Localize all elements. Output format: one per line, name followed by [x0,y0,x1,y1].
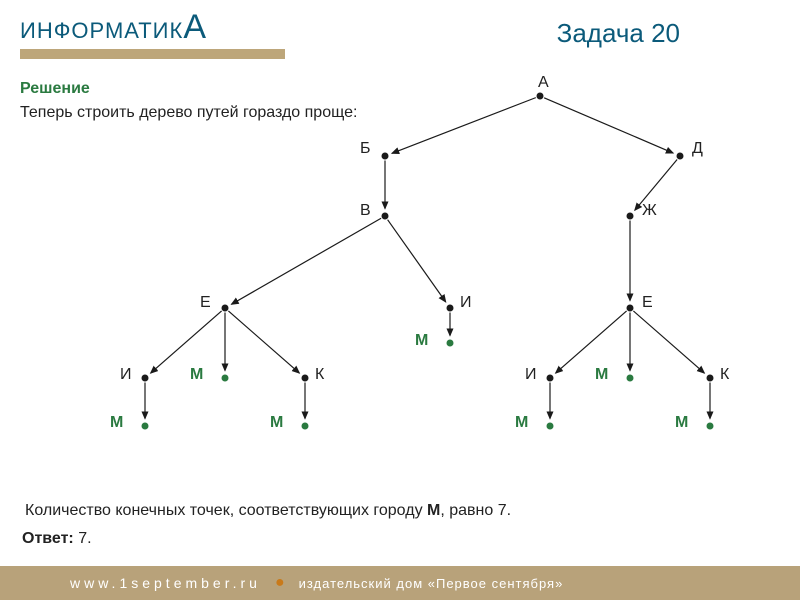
tree-svg [0,78,780,508]
tree-node-label: Б [360,140,371,158]
tree-node [627,213,634,220]
logo-text: ИНФОРМАТИКА [20,8,285,47]
conclusion-city: М [427,502,440,519]
tree-node-label: Ж [642,202,657,220]
header: ИНФОРМАТИКА Задача 20 [0,0,800,70]
footer-url: www.1september.ru [70,575,261,591]
tree-edge [633,311,704,373]
answer: Ответ: 7. [22,530,92,548]
tree-node-label: М [515,414,528,432]
tree-leaf-node [142,423,149,430]
tree-node-label: М [190,366,203,384]
tree-node-label: М [270,414,283,432]
tree-node [382,153,389,160]
logo-prefix: ИНФОРМАТИК [20,18,183,43]
tree-node [627,305,634,312]
logo: ИНФОРМАТИКА [20,8,285,59]
tree-node [222,305,229,312]
page-title: Задача 20 [557,18,680,49]
tree-leaf-node [547,423,554,430]
tree-node-label: Е [200,294,211,312]
tree-node [537,93,544,100]
tree-node-label: И [460,294,472,312]
answer-value: 7. [78,530,91,547]
tree-node-label: Е [642,294,653,312]
tree-edge [388,220,446,302]
tree-edge [556,311,627,373]
tree-node-label: Д [692,140,703,158]
footer-publisher: издательский дом «Первое сентября» [299,576,564,591]
footer-separator-icon: ● [275,574,285,592]
tree-node-label: К [315,366,324,384]
tree-leaf-node [447,340,454,347]
tree-node [707,375,714,382]
logo-suffix: А [183,8,207,46]
tree-node-label: М [675,414,688,432]
tree-node-label: М [415,332,428,350]
tree-leaf-node [627,375,634,382]
tree-node-label: М [110,414,123,432]
conclusion-text: Количество конечных точек, соответствующ… [25,502,511,520]
tree-node [447,305,454,312]
tree-node-label: И [120,366,132,384]
conclusion-prefix: Количество конечных точек, соответствующ… [25,502,427,519]
answer-label: Ответ: [22,530,74,547]
conclusion-suffix: , равно 7. [440,502,511,519]
tree-node-label: В [360,202,371,220]
logo-underline [20,49,285,59]
tree-diagram: АБДВЖЕИЕИМКМИМКММММ [0,78,800,508]
tree-node-label: А [538,74,549,92]
tree-node-label: М [595,366,608,384]
tree-edge [232,218,382,304]
tree-edge [544,98,673,153]
tree-node [142,375,149,382]
tree-edge [228,311,299,373]
tree-node [547,375,554,382]
tree-leaf-node [222,375,229,382]
tree-edge [151,311,222,373]
tree-leaf-node [302,423,309,430]
tree-node [302,375,309,382]
tree-leaf-node [707,423,714,430]
tree-edge [392,98,536,154]
tree-node [382,213,389,220]
tree-node-label: К [720,366,729,384]
tree-node [677,153,684,160]
tree-node-label: И [525,366,537,384]
footer: www.1september.ru ● издательский дом «Пе… [0,566,800,600]
